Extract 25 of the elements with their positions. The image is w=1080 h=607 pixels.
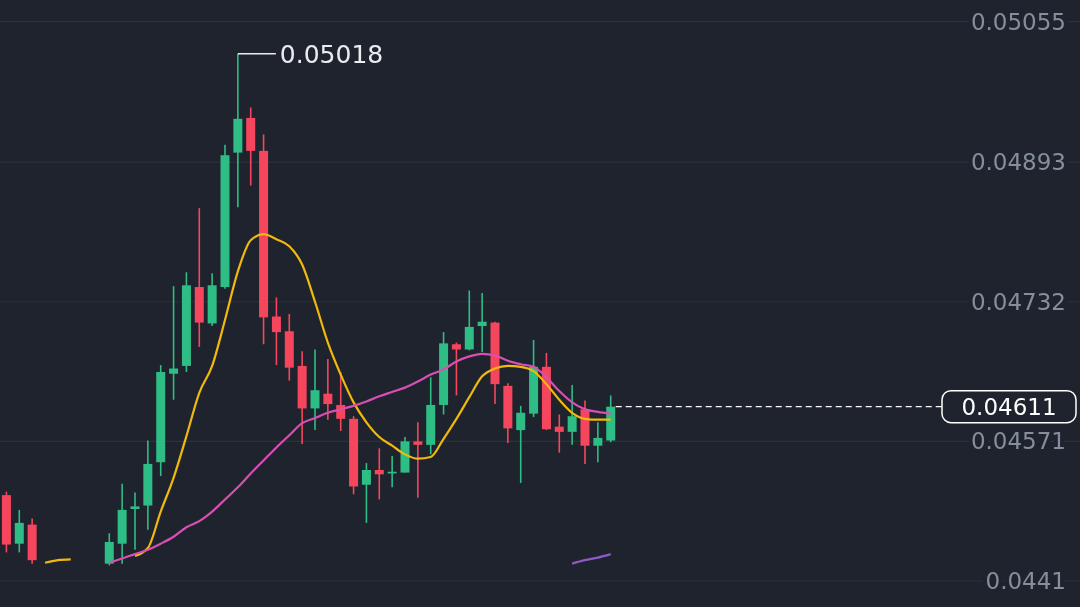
y-tick-label: 0.04571 [970, 428, 1066, 455]
candlestick [310, 348, 320, 431]
candlestick [130, 491, 140, 551]
candlestick [554, 413, 564, 454]
candlestick [451, 341, 461, 397]
y-tick-label: 0.04893 [970, 149, 1066, 176]
candlestick [361, 462, 371, 524]
candlestick [516, 405, 526, 484]
line-series [571, 553, 612, 565]
y-tick-label: 0.0441 [985, 567, 1066, 594]
candlestick [477, 292, 487, 353]
annotation: 0.05018 [279, 39, 384, 69]
candlestick [374, 447, 384, 501]
candlestick [413, 421, 423, 499]
candlestick [169, 285, 179, 401]
candlestick [14, 509, 24, 554]
candlestick [593, 421, 603, 463]
y-tick-label: 0.05055 [970, 8, 1066, 35]
ref-line-label: 0.04611 [961, 393, 1057, 420]
candlestick [271, 296, 281, 366]
y-tick-label: 0.04732 [970, 288, 1066, 315]
candlestick [567, 384, 577, 446]
candlestick [323, 358, 333, 421]
candlestick [104, 532, 114, 567]
candlestick [464, 289, 474, 352]
